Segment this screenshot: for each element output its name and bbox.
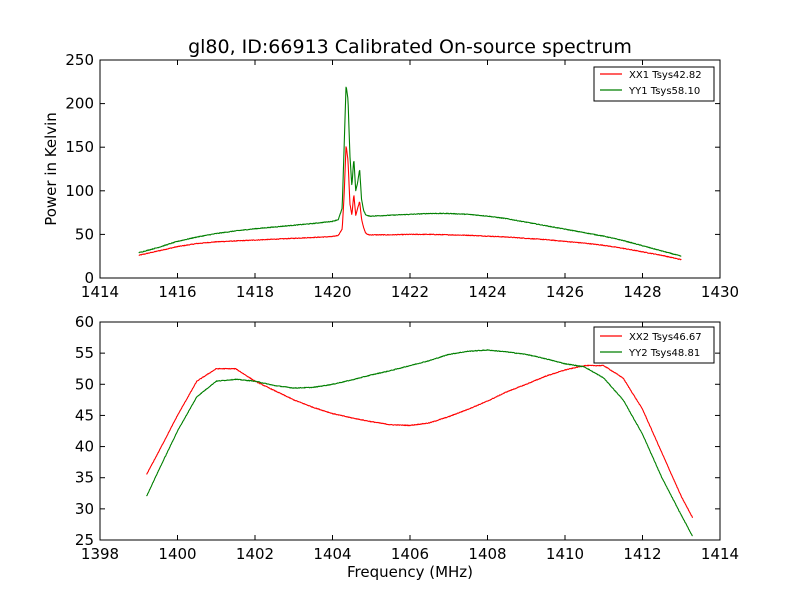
top-y-tick-label: 200 [65, 95, 94, 113]
top-x-tick-label: 1430 [701, 283, 739, 301]
bottom-y-tick-label: 35 [75, 469, 94, 487]
top-y-axis-label: Power in Kelvin [42, 112, 60, 226]
top-legend-label-yy1: YY1 Tsys58.10 [628, 86, 700, 97]
top-series-line-xx1 [138, 146, 682, 261]
bottom-y-tick-label: 25 [75, 531, 94, 549]
top-ticks: 1414 1416 1418 1420 1422 1424 1426 1428 1430 0 50 1… [65, 51, 739, 301]
bottom-y-tick-label: 30 [75, 500, 94, 518]
bottom-x-tick-label: 1402 [236, 545, 274, 563]
top-y-tick-label: 0 [84, 269, 94, 287]
bottom-x-tick-label: 1408 [468, 545, 506, 563]
top-legend: XX1 Tsys42.82 YY1 Tsys58.10 [593, 66, 715, 102]
bottom-legend-box [593, 326, 715, 364]
chart-title: gl80, ID:66913 Calibrated On-source spec… [188, 36, 632, 58]
bottom-y-tick-label: 60 [75, 313, 94, 331]
bottom-series-line-yy2 [146, 349, 693, 537]
top-x-tick-label: 1422 [391, 283, 429, 301]
top-series-line-yy1 [138, 86, 682, 257]
top-x-tick-label: 1426 [546, 283, 584, 301]
bottom-legend: XX2 Tsys46.67 YY2 Tsys48.81 [593, 326, 715, 364]
bottom-x-tick-label: 1400 [158, 545, 196, 563]
top-legend-box [593, 66, 715, 102]
bottom-legend-label-yy2: YY2 Tsys48.81 [628, 348, 700, 359]
top-x-tick-label: 1424 [468, 283, 506, 301]
top-legend-label-xx1: XX1 Tsys42.82 [629, 70, 702, 81]
top-x-tick-label: 1418 [236, 283, 274, 301]
top-y-tick-label: 250 [65, 51, 94, 69]
top-x-tick-label: 1416 [158, 283, 196, 301]
bottom-y-tick-label: 50 [75, 375, 94, 393]
top-x-tick-label: 1414 [81, 283, 119, 301]
bottom-y-tick-label: 45 [75, 406, 94, 424]
top-series-layer [138, 86, 682, 261]
top-x-tick-label: 1420 [313, 283, 351, 301]
top-spectrum-panel: 1414 1416 1418 1420 1422 1424 1426 1428 1430 0 50 1… [42, 51, 739, 301]
bottom-x-axis-label: Frequency (MHz) [347, 563, 473, 581]
bottom-spectrum-panel: 1398 1400 1402 1404 1406 1408 1410 1412 1414 25 30… [75, 313, 739, 581]
top-y-tick-label: 100 [65, 182, 94, 200]
top-y-tick-label: 150 [65, 138, 94, 156]
bottom-legend-label-xx2: XX2 Tsys46.67 [629, 332, 702, 343]
bottom-series-layer [146, 349, 694, 537]
bottom-x-tick-label: 1412 [623, 545, 661, 563]
top-x-tick-label: 1428 [623, 283, 661, 301]
bottom-x-tick-label: 1414 [701, 545, 739, 563]
bottom-y-tick-label: 40 [75, 438, 94, 456]
bottom-x-tick-label: 1406 [391, 545, 429, 563]
bottom-series-line-xx2 [146, 364, 694, 518]
bottom-x-tick-label: 1410 [546, 545, 584, 563]
bottom-x-tick-label: 1398 [81, 545, 119, 563]
top-y-tick-label: 50 [75, 225, 94, 243]
bottom-ticks: 1398 1400 1402 1404 1406 1408 1410 1412 1414 25 30… [75, 313, 739, 563]
bottom-x-tick-label: 1404 [313, 545, 351, 563]
bottom-y-tick-label: 55 [75, 344, 94, 362]
